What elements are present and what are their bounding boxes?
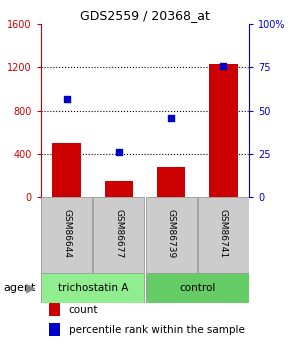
Title: GDS2559 / 20368_at: GDS2559 / 20368_at bbox=[80, 9, 210, 22]
Bar bbox=[104, 181, 133, 197]
Text: count: count bbox=[69, 305, 98, 315]
Text: agent: agent bbox=[3, 283, 35, 293]
Text: GSM86677: GSM86677 bbox=[114, 209, 124, 258]
Bar bbox=[41, 273, 144, 303]
Text: GSM86739: GSM86739 bbox=[166, 209, 176, 258]
Bar bbox=[41, 197, 92, 273]
Text: control: control bbox=[179, 283, 215, 293]
Point bbox=[117, 150, 121, 155]
Text: GSM86741: GSM86741 bbox=[219, 209, 228, 258]
Bar bbox=[209, 64, 238, 197]
Bar bbox=[49, 303, 60, 316]
Point bbox=[64, 96, 69, 101]
Bar bbox=[146, 273, 249, 303]
Point bbox=[169, 115, 173, 120]
Bar bbox=[146, 197, 197, 273]
Text: GSM86644: GSM86644 bbox=[62, 209, 71, 258]
Point bbox=[221, 63, 226, 68]
Bar bbox=[93, 197, 144, 273]
Bar bbox=[157, 167, 186, 197]
Bar bbox=[198, 197, 249, 273]
Text: trichostatin A: trichostatin A bbox=[58, 283, 128, 293]
Bar bbox=[52, 143, 81, 197]
Bar bbox=[49, 323, 60, 336]
Text: percentile rank within the sample: percentile rank within the sample bbox=[69, 325, 245, 335]
Text: ▶: ▶ bbox=[26, 282, 35, 295]
